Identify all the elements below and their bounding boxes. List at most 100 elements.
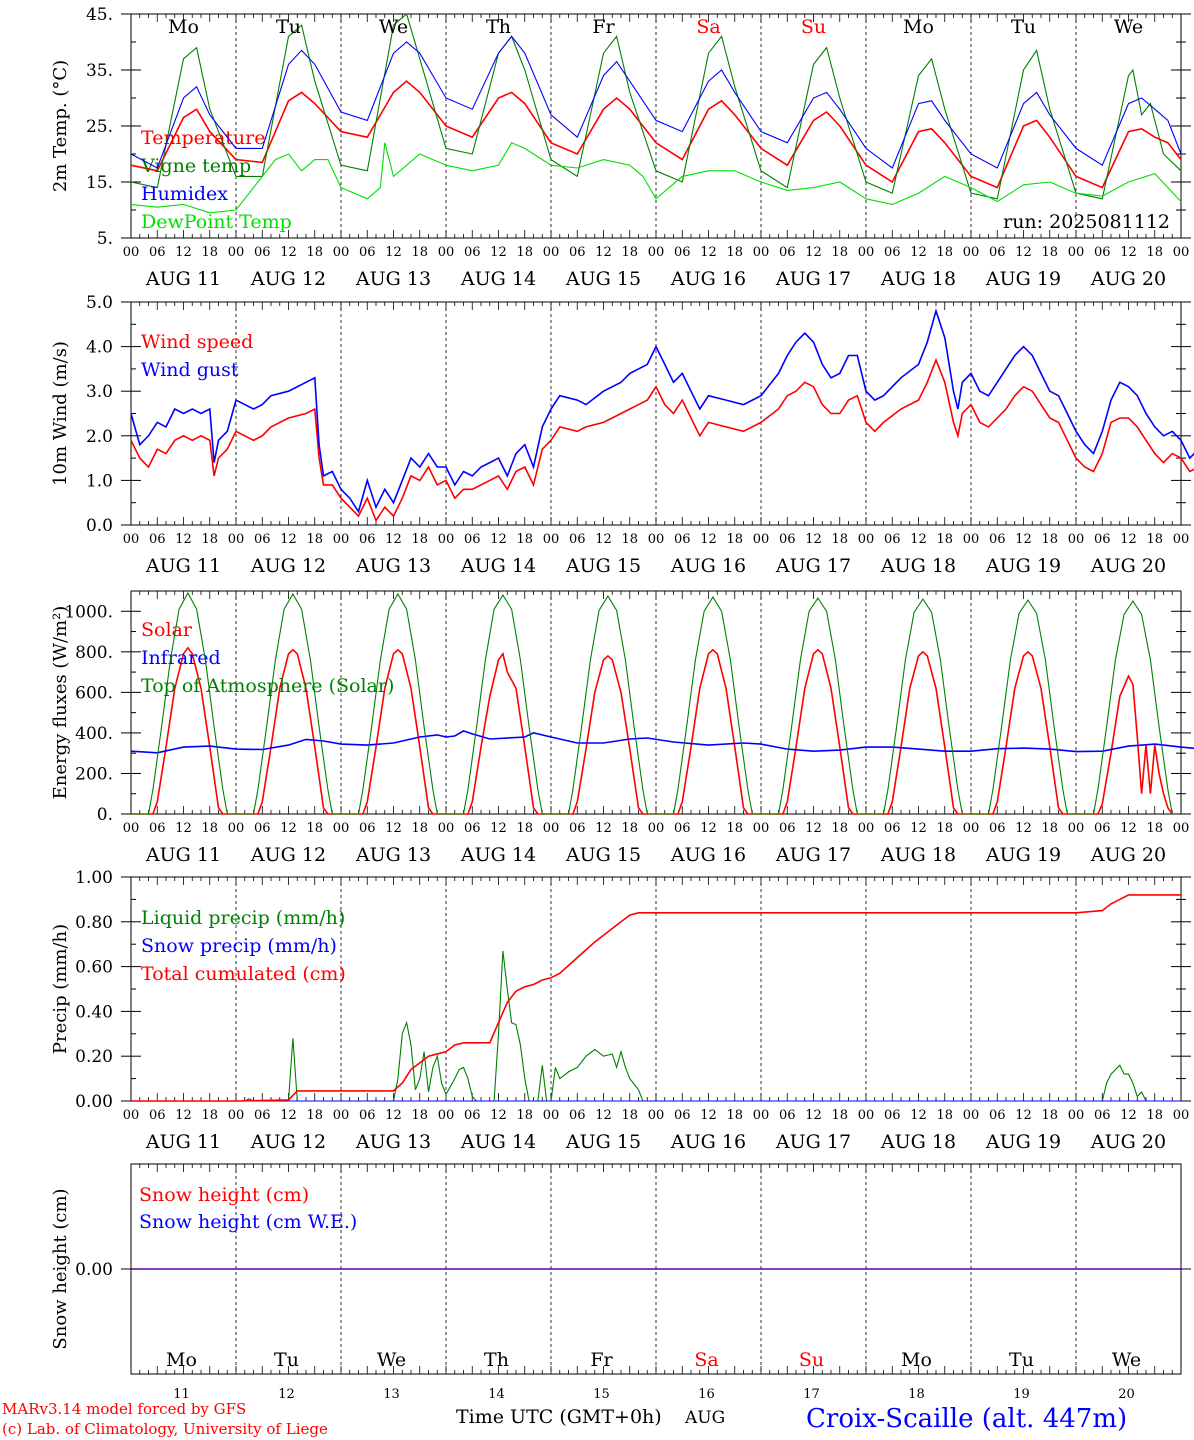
hour-tick-label: 18 [306,1108,323,1123]
hour-tick-label: 12 [595,821,612,836]
hour-tick-label: 00 [333,532,350,547]
date-label: AUG 17 [775,268,851,290]
hour-tick-label: 18 [1041,245,1058,260]
hour-tick-label: 12 [910,245,927,260]
date-label: AUG 12 [250,844,326,866]
y-axis-label: Energy fluxes (W/m²) [50,606,71,800]
date-label: AUG 15 [565,555,641,577]
day-name-label: Tu [276,16,301,38]
hour-tick-label: 06 [569,821,586,836]
hour-tick-label: 18 [306,821,323,836]
hour-tick-label: 00 [648,1108,665,1123]
series-line-2 [130,13,1182,200]
hour-tick-label: 00 [123,532,140,547]
hour-tick-label: 06 [674,532,691,547]
hour-tick-label: 00 [438,245,455,260]
series-line-3 [131,894,1181,1102]
hour-tick-label: 06 [1094,1108,1111,1123]
hour-tick-label: 06 [884,532,901,547]
date-label: AUG 19 [985,268,1061,290]
legend-entry: Wind speed [141,331,253,353]
hour-tick-label: 12 [490,821,507,836]
y-tick-label: 0. [97,805,113,825]
date-label: AUG 11 [145,1131,221,1153]
legend-entry: Solar [141,619,193,641]
series-line-3 [131,591,1173,815]
hour-tick-label: 18 [831,821,848,836]
y-tick-label: 0.20 [75,1047,113,1067]
date-label: AUG 14 [460,844,536,866]
hour-tick-label: 00 [1173,532,1190,547]
hour-tick-label: 18 [1041,1108,1058,1123]
hour-tick-label: 12 [805,245,822,260]
y-tick-label: 0.40 [75,1002,113,1022]
plot-frame [130,301,1182,526]
hour-tick-label: 18 [831,1108,848,1123]
hour-tick-label: 12 [1015,532,1032,547]
hour-tick-label: 06 [989,245,1006,260]
hour-tick-label: 18 [1146,245,1163,260]
legend-entry: Humidex [141,183,228,205]
hour-tick-label: 00 [123,1108,140,1123]
hour-tick-label: 00 [228,245,245,260]
hour-tick-label: 06 [674,821,691,836]
hour-tick-label: 00 [333,245,350,260]
hour-tick-label: 06 [779,245,796,260]
legend-entry: Top of Atmosphere (Solar) [141,675,394,697]
hour-tick-label: 00 [648,821,665,836]
hour-tick-label: 12 [700,532,717,547]
hour-tick-label: 06 [464,245,481,260]
hour-tick-label: 18 [1146,821,1163,836]
footer-credit-line2: (c) Lab. of Climatology, University of L… [2,1420,328,1438]
date-label: AUG 13 [355,1131,431,1153]
date-label: AUG 15 [565,268,641,290]
date-label: AUG 18 [880,844,956,866]
hour-tick-label: 12 [385,245,402,260]
hour-tick-label: 12 [1015,821,1032,836]
hour-tick-label: 18 [306,532,323,547]
date-label: AUG 14 [460,1131,536,1153]
hour-tick-label: 00 [543,532,560,547]
date-label: AUG 17 [775,555,851,577]
hour-tick-label: 18 [1041,821,1058,836]
hour-tick-label: 00 [858,1108,875,1123]
day-name-label: Tu [274,1349,299,1371]
y-tick-label: 0.0 [86,516,113,536]
hour-tick-label: 18 [411,1108,428,1123]
hour-tick-label: 12 [280,1108,297,1123]
day-name-label: We [1112,1349,1141,1371]
y-axis-label: 10m Wind (m/s) [50,341,71,486]
date-label: AUG 19 [985,844,1061,866]
series-line-2 [130,730,1194,754]
y-axis-label: Precip (mm/h) [50,924,71,1054]
hour-tick-label: 12 [910,1108,927,1123]
y-tick-label: 200. [75,764,113,784]
footer-xlabel: Time UTC (GMT+0h) [456,1406,662,1428]
day-name-label: Tu [1011,16,1036,38]
y-tick-label: 0.00 [75,1092,113,1112]
hour-tick-label: 00 [858,821,875,836]
day-name-label: Th [484,1349,509,1371]
y-tick-label: 2.0 [86,427,113,447]
hour-tick-label: 06 [989,532,1006,547]
hour-tick-label: 12 [175,532,192,547]
hour-tick-label: 00 [228,1108,245,1123]
hour-tick-label: 00 [753,821,770,836]
hour-tick-label: 06 [1094,245,1111,260]
hour-tick-label: 06 [149,1108,166,1123]
panel-2: 0.0 1.0 2.0 3.0 4.0 5.0 10m Wind (m/s) Wind spe… [50,293,1194,577]
legend-entry: Vigne temp [140,155,251,177]
y-tick-label: 5.0 [86,293,113,313]
hour-tick-label: 18 [936,245,953,260]
hour-tick-label: 06 [779,821,796,836]
date-label: AUG 20 [1090,844,1166,866]
hour-tick-label: 12 [280,245,297,260]
day-name-label: Sa [696,16,720,38]
day-name-label: Mo [903,16,934,38]
y-tick-label: 600. [75,683,113,703]
y-tick-label: 1.0 [86,471,113,491]
hour-tick-label: 18 [831,532,848,547]
date-label: AUG 17 [775,844,851,866]
hour-tick-label: 12 [385,532,402,547]
hour-tick-label: 06 [359,245,376,260]
